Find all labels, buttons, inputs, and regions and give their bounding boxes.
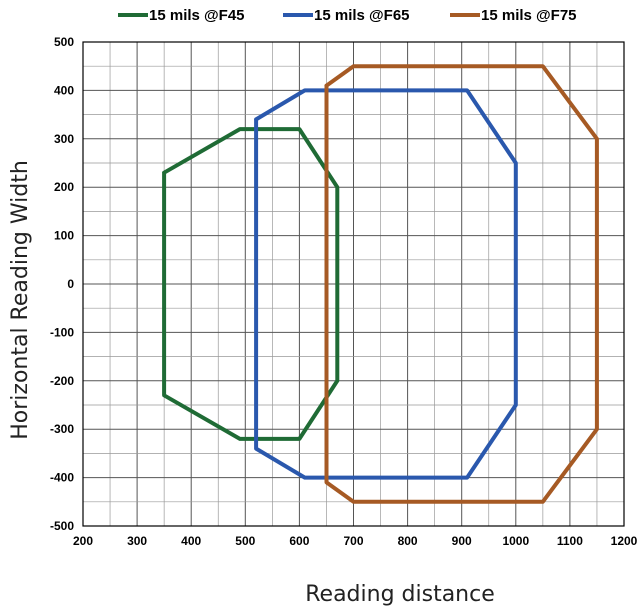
x-tick-label: 400 [181, 534, 201, 548]
y-tick-label: -200 [50, 374, 74, 388]
x-tick-labels: 200 300 400 500 600 700 800 900 1000 1100 1200 [73, 534, 638, 548]
x-axis-title: Reading distance [305, 582, 495, 607]
y-tick-label: 100 [54, 229, 74, 243]
y-tick-label: 0 [67, 277, 74, 291]
x-tick-label: 800 [398, 534, 418, 548]
series-lines [162, 64, 599, 504]
series-line [324, 64, 599, 504]
legend-item: 15 mils @F45 [118, 7, 245, 24]
plot-border [82, 41, 625, 527]
legend-label: 15 mils @F75 [481, 7, 577, 24]
y-tick-labels: 500 400 300 200 100 0 -100 -200 -300 -400 -500 [50, 35, 74, 533]
y-tick-label: -400 [50, 471, 74, 485]
y-tick-label: -100 [50, 325, 74, 339]
x-tick-label: 600 [289, 534, 309, 548]
x-tick-label: 500 [235, 534, 255, 548]
y-tick-label: -500 [50, 519, 74, 533]
y-tick-label: -300 [50, 422, 74, 436]
y-tick-label: 500 [54, 35, 74, 49]
legend: 15 mils @F45 15 mils @F65 15 mils @F75 [118, 7, 577, 24]
series-line [162, 127, 340, 441]
plot-frame [82, 41, 625, 527]
x-tick-label: 300 [127, 534, 147, 548]
y-axis-title: Horizontal Reading Width [8, 160, 33, 440]
legend-item: 15 mils @F65 [283, 7, 410, 24]
x-tick-label: 700 [343, 534, 363, 548]
x-tick-label: 1000 [502, 534, 529, 548]
y-tick-label: 300 [54, 132, 74, 146]
x-tick-label: 200 [73, 534, 93, 548]
x-tick-label: 1200 [611, 534, 638, 548]
series-line [254, 88, 518, 480]
x-tick-label: 1100 [557, 534, 583, 548]
legend-item: 15 mils @F75 [450, 7, 577, 24]
legend-label: 15 mils @F45 [149, 7, 245, 24]
y-tick-label: 400 [54, 83, 74, 97]
x-tick-label: 900 [452, 534, 472, 548]
legend-label: 15 mils @F65 [314, 7, 410, 24]
y-tick-label: 200 [54, 180, 74, 194]
